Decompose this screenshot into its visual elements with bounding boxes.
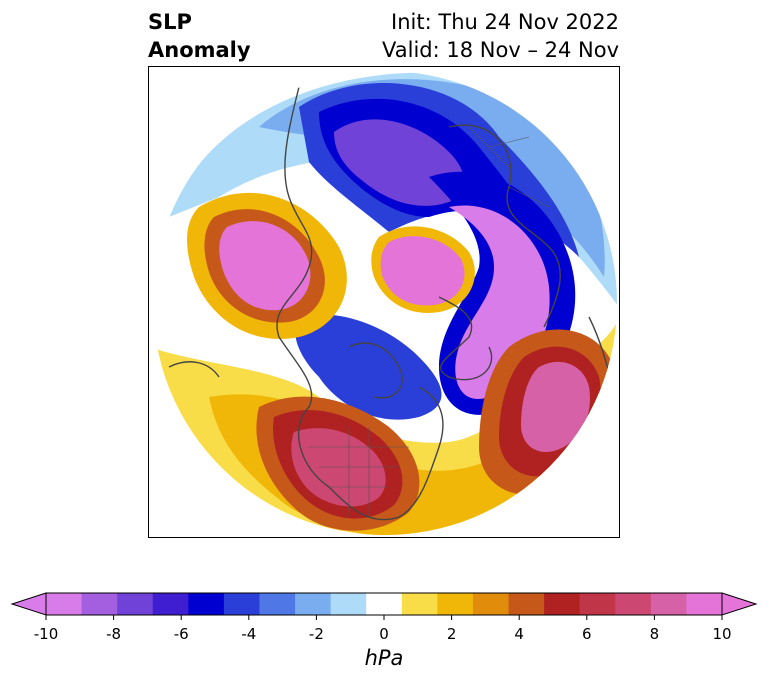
init-date: Init: Thu 24 Nov 2022 bbox=[391, 10, 619, 34]
colorbar-over-arrow bbox=[721, 592, 758, 616]
map-svg bbox=[153, 71, 617, 535]
colorbar-segment bbox=[46, 593, 83, 615]
colorbar-svg bbox=[10, 592, 758, 620]
colorbar-segment bbox=[152, 593, 189, 615]
colorbar-tick-label: -4 bbox=[241, 625, 257, 643]
colorbar-segment bbox=[437, 593, 474, 615]
title-anomaly: Anomaly bbox=[148, 38, 251, 62]
colorbar-tick-label: -6 bbox=[173, 625, 189, 643]
colorbar-tick-label: 10 bbox=[712, 625, 732, 643]
map-title-right: Init: Thu 24 Nov 2022 Valid: 18 Nov – 24… bbox=[382, 8, 619, 64]
colorbar-segment bbox=[295, 593, 332, 615]
colorbar-segment bbox=[330, 593, 367, 615]
colorbar-tick-label: -2 bbox=[308, 625, 324, 643]
colorbar-tick-label: -10 bbox=[33, 625, 59, 643]
colorbar-segment bbox=[579, 593, 616, 615]
colorbar-segment bbox=[650, 593, 687, 615]
colorbar-segment bbox=[544, 593, 581, 615]
anomaly-na-trough bbox=[295, 314, 442, 420]
colorbar-segment bbox=[508, 593, 545, 615]
map-title-left: SLP Anomaly bbox=[148, 8, 251, 64]
colorbar-segment bbox=[686, 593, 723, 615]
colorbar-tick-label: 4 bbox=[514, 625, 524, 643]
anomaly-east-ridge-core bbox=[521, 361, 590, 453]
borders bbox=[309, 126, 550, 517]
colorbar-segment bbox=[259, 593, 296, 615]
title-slp: SLP bbox=[148, 10, 192, 34]
colorbar-unit: hPa bbox=[364, 646, 404, 670]
colorbar-segment bbox=[366, 593, 403, 615]
anomaly-polar-ridge-core bbox=[380, 236, 465, 306]
valid-range: Valid: 18 Nov – 24 Nov bbox=[382, 38, 619, 62]
anomaly-west-ridge-core bbox=[219, 221, 311, 311]
colorbar-segment bbox=[223, 593, 260, 615]
colorbar-segment bbox=[81, 593, 118, 615]
colorbar-segment bbox=[472, 593, 510, 615]
polar-map bbox=[148, 66, 620, 538]
colorbar-segment bbox=[188, 593, 225, 615]
colorbar-segment bbox=[615, 593, 652, 615]
colorbar-under-arrow bbox=[10, 592, 47, 616]
anomaly-trough-core bbox=[334, 119, 464, 206]
colorbar-tick-label: -8 bbox=[106, 625, 122, 643]
colorbar-tick-label: 8 bbox=[649, 625, 660, 643]
colorbar bbox=[0, 585, 768, 625]
colorbar-tick-label: 2 bbox=[446, 625, 457, 643]
colorbar-segment bbox=[117, 593, 154, 615]
colorbar-segment bbox=[401, 593, 438, 615]
colorbar-tick-label: 0 bbox=[379, 625, 389, 643]
colorbar-tick-label: 6 bbox=[582, 625, 592, 643]
